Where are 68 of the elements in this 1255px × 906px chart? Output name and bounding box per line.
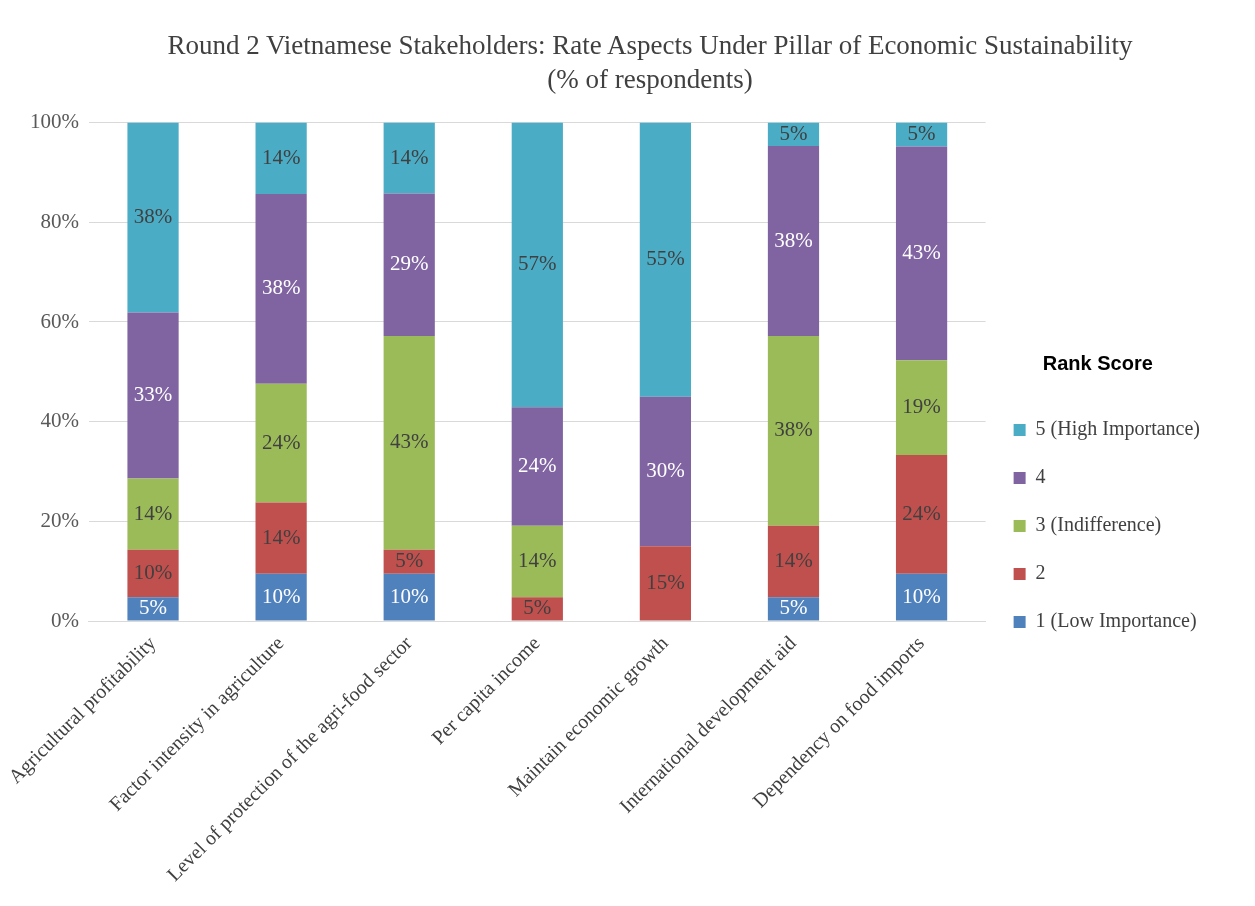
bar: [255, 502, 307, 574]
data-label: 43%: [389, 429, 429, 454]
data-label: 30%: [646, 458, 685, 483]
data-label: 24%: [261, 429, 301, 454]
y-tick-label: 20%: [40, 507, 79, 532]
legend-label: 1 (Low Importance): [1035, 609, 1197, 633]
data-label: 55%: [646, 246, 685, 271]
data-label: 24%: [518, 453, 557, 478]
legend-label: 5 (High Importance): [1035, 417, 1201, 441]
bar: [255, 193, 307, 384]
data-label: 10%: [902, 583, 941, 608]
data-label: 14%: [774, 548, 813, 573]
data-label: 19%: [902, 394, 941, 419]
bar: [511, 122, 563, 408]
bar: [767, 146, 820, 336]
data-label: 5%: [779, 120, 808, 145]
bar: [639, 122, 692, 397]
legend-label: 4: [1035, 465, 1046, 488]
legend-label: 2: [1035, 561, 1046, 584]
data-label: 5%: [139, 595, 168, 620]
data-label: 14%: [389, 144, 429, 169]
bar: [255, 122, 307, 194]
data-label: 10%: [389, 583, 429, 608]
data-label: 14%: [261, 524, 301, 549]
data-label: 38%: [133, 204, 173, 229]
data-label: 10%: [261, 583, 301, 608]
bar: [383, 335, 435, 550]
y-tick-label: 80%: [40, 208, 79, 233]
bar: [511, 407, 563, 526]
legend-title: Rank Score: [1042, 351, 1153, 374]
bar: [511, 525, 563, 598]
bar: [255, 383, 307, 503]
data-label: 57%: [518, 251, 557, 276]
data-label: 5%: [907, 121, 936, 146]
data-label: 14%: [133, 500, 173, 525]
data-label: 5%: [779, 595, 808, 620]
bar: [127, 312, 179, 479]
y-tick-label: 100%: [29, 109, 79, 134]
y-tick-label: 0%: [50, 607, 79, 632]
bar: [767, 525, 820, 598]
y-tick-label: 40%: [40, 408, 79, 433]
bar: [127, 478, 179, 550]
bar: [639, 546, 692, 621]
legend-label: 3 (Indifference): [1035, 513, 1162, 537]
y-tick-label: 60%: [40, 308, 79, 333]
bar: [383, 193, 435, 336]
bar: [895, 360, 948, 456]
bar: [127, 122, 179, 313]
bar: [895, 146, 948, 361]
data-label: 10%: [133, 559, 173, 584]
data-label: 43%: [902, 239, 941, 264]
bar: [767, 335, 820, 526]
bar: [895, 455, 948, 574]
data-label: 14%: [518, 548, 557, 573]
chart-title: Round 2 Vietnamese Stakeholders: Rate Aspects Under Pillar of Economic Sustainability (% of respondents): [166, 29, 1134, 96]
data-label: 38%: [774, 227, 813, 252]
data-label: 38%: [774, 417, 813, 442]
data-label: 15%: [646, 569, 685, 594]
bar: [639, 396, 692, 547]
data-label: 5%: [523, 595, 552, 620]
data-label: 33%: [133, 382, 173, 407]
data-label: 38%: [261, 275, 301, 300]
bar: [383, 122, 435, 194]
data-label: 5%: [395, 548, 424, 573]
data-label: 24%: [902, 500, 941, 525]
data-label: 29%: [389, 251, 429, 276]
data-label: 14%: [261, 144, 301, 169]
bar: [127, 549, 179, 598]
